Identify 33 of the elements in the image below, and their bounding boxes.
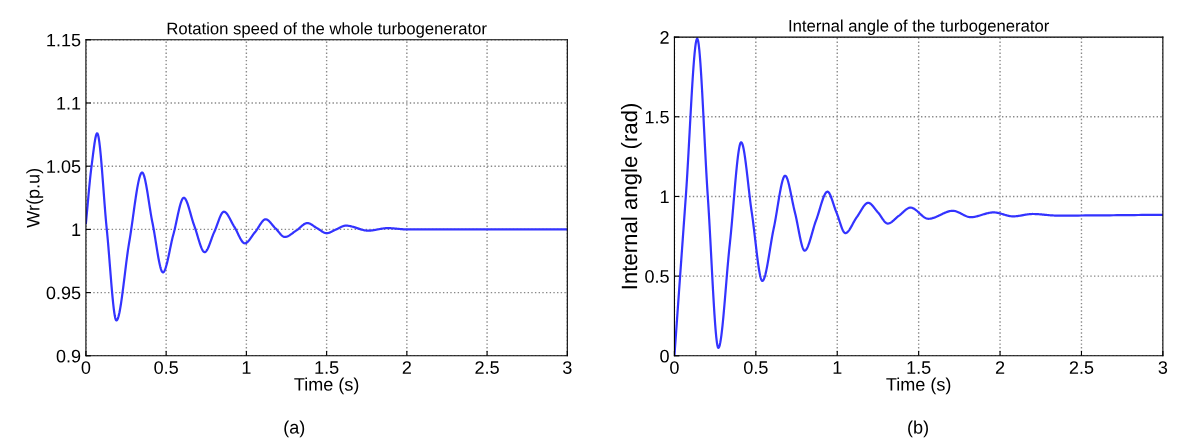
y-tick-label: 1.5 [645,110,669,124]
chart-title: Rotation speed of the whole turbogenerator [167,22,487,38]
x-tick-label: 1 [833,361,842,374]
x-tick-label: 3 [1158,361,1168,374]
x-tick-label: 2 [402,361,411,374]
text: (b) [908,420,928,438]
y-tick-label: 1 [72,223,81,236]
x-tick-label: 1.5 [907,361,931,374]
x-tick-label: 2.5 [1069,361,1094,374]
y-tick-label: 2 [660,31,669,44]
x-tick-label: 0 [81,361,91,374]
x-tick-label: 2 [995,361,1005,374]
x-tick-label: 1 [242,361,251,374]
x-tick-label: 0.5 [154,361,178,374]
y-tick-label: 0.95 [46,286,81,300]
x-tick-label: 1.5 [315,361,339,374]
y-tick-label: 0.9 [56,349,81,363]
y-tick-label: 1.1 [57,97,81,110]
y-tick-label: 0 [660,349,669,363]
chart-title: Internal angle of the turbogenerator [789,19,1050,35]
x-axis-title: Time (s) [886,377,951,395]
y-axis-title: Internal angle (rad) [620,103,642,289]
y-tick-label: 0.5 [645,270,669,283]
y-tick-label: 1.15 [47,33,81,47]
x-tick-label: 2.5 [475,361,499,374]
y-axis-title: Wr(p.u) [26,168,44,228]
text: (a) [284,420,305,438]
y-tick-label: 1.05 [47,160,81,173]
x-axis-title: Time (s) [294,377,359,395]
x-tick-label: 0 [670,361,679,374]
x-tick-label: 3 [562,361,572,374]
x-tick-label: 0.5 [743,361,768,374]
y-tick-label: 1 [660,190,669,203]
